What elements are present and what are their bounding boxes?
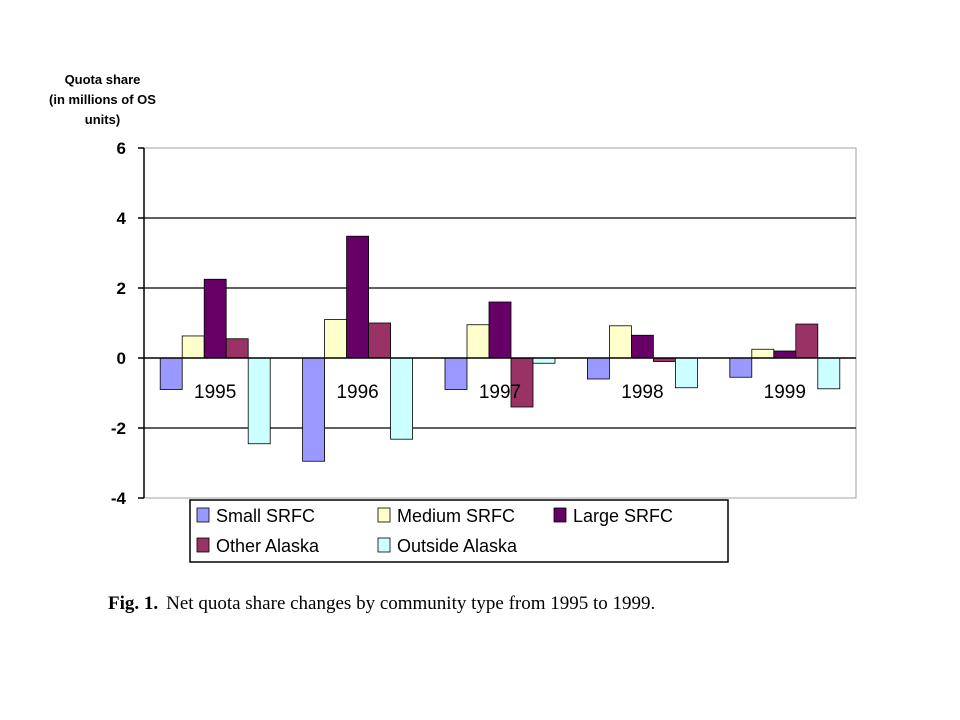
bar-small-srfc-1995 — [159, 357, 183, 390]
bar-large-srfc-1997 — [488, 301, 512, 359]
bar-large-srfc-1998 — [631, 334, 654, 359]
bar-outside-alaska-1998 — [675, 357, 698, 389]
y-tick-label-6: 6 — [117, 139, 126, 158]
figure-label: Fig. 1. — [108, 593, 159, 614]
legend-label-other-alaska: Other Alaska — [216, 536, 320, 556]
bar-outside-alaska-1999 — [817, 357, 841, 390]
bar-medium-srfc-1998 — [609, 325, 632, 359]
legend-swatch-medium-srfc — [377, 507, 391, 523]
y-axis-label-line-2: (in millions of OS — [49, 92, 156, 107]
legend-box — [189, 499, 729, 563]
y-tick-label-4: -4 — [111, 489, 127, 508]
y-tick-label-2: 2 — [117, 279, 126, 298]
y-axis-label-line-1: Quota share — [64, 72, 141, 87]
figure-caption: Fig. 1. Net quota share changes by commun… — [108, 593, 655, 615]
bar-other-alaska-1999 — [795, 323, 819, 359]
bar-other-alaska-1995 — [225, 338, 249, 359]
bar-small-srfc-1998 — [587, 357, 610, 380]
legend-swatch-large-srfc — [553, 507, 567, 523]
bar-medium-srfc-1999 — [751, 348, 775, 359]
y-tick-label-4: 4 — [117, 209, 127, 228]
legend-swatch-small-srfc — [196, 507, 210, 523]
x-tick-label-1998: 1998 — [621, 382, 663, 403]
legend-swatch-outside-alaska — [377, 537, 391, 553]
bar-small-srfc-1997 — [444, 357, 468, 390]
figure-caption-text: Net quota share changes by community typ… — [166, 593, 656, 614]
bar-outside-alaska-1995 — [247, 357, 271, 445]
legend-swatch-other-alaska — [196, 537, 210, 553]
bar-small-srfc-1996 — [302, 357, 326, 462]
x-tick-label-1997: 1997 — [479, 382, 521, 403]
y-tick-label-0: 0 — [117, 349, 126, 368]
bar-medium-srfc-1996 — [324, 319, 348, 359]
x-tick-label-1995: 1995 — [194, 382, 236, 403]
bar-medium-srfc-1995 — [181, 335, 205, 359]
bar-outside-alaska-1996 — [390, 357, 414, 440]
legend-label-large-srfc: Large SRFC — [573, 506, 673, 526]
y-tick-label-2: -2 — [111, 419, 126, 438]
bar-medium-srfc-1997 — [466, 324, 490, 359]
bar-small-srfc-1999 — [729, 357, 753, 378]
bar-large-srfc-1996 — [346, 235, 370, 359]
x-tick-label-1999: 1999 — [764, 382, 806, 403]
bar-large-srfc-1999 — [773, 350, 797, 359]
legend-label-small-srfc: Small SRFC — [216, 506, 315, 526]
bar-other-alaska-1996 — [368, 322, 392, 359]
bar-large-srfc-1995 — [203, 278, 227, 359]
x-tick-label-1996: 1996 — [336, 382, 378, 403]
legend-label-medium-srfc: Medium SRFC — [397, 506, 515, 526]
legend-label-outside-alaska: Outside Alaska — [397, 536, 518, 556]
y-axis-label-line-3: units) — [84, 112, 121, 127]
bar-outside-alaska-1997 — [532, 357, 556, 364]
